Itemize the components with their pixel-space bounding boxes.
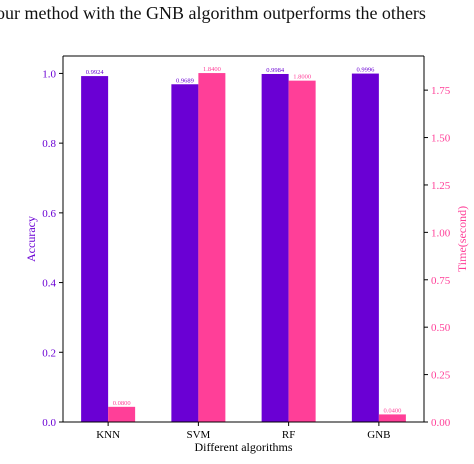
right-tick-label: 1.25: [431, 180, 451, 192]
accuracy-bar-svm: [171, 84, 199, 423]
left-axis-title: Accuracy: [24, 216, 38, 262]
time-label-gnb: 0.0400: [383, 407, 401, 414]
right-tick-label: 0.25: [431, 370, 451, 382]
left-axis-ticks: 0.0 0.2 0.4 0.6 0.8 1.0: [42, 68, 63, 429]
accuracy-bars: [81, 73, 379, 423]
axes: [62, 55, 425, 423]
x-tick-label-gnb: GNB: [367, 429, 390, 441]
x-tick-label-svm: SVM: [186, 429, 210, 441]
accuracy-label-gnb: 0.9996: [356, 67, 375, 74]
data-labels: 0.9924 0.0800 0.9689 1.8400 0.9984 1.8000 0.99…: [86, 66, 402, 414]
right-tick-label: 0.00: [431, 417, 451, 429]
left-tick-label: 0.2: [42, 347, 56, 359]
x-axis-title: Different algorithms: [194, 440, 292, 454]
accuracy-label-knn: 0.9924: [86, 69, 105, 76]
x-tick-label-rf: RF: [282, 429, 295, 441]
time-bar-knn: [108, 406, 136, 422]
time-bar-svm: [198, 73, 226, 423]
time-label-rf: 1.8000: [293, 74, 311, 81]
accuracy-label-rf: 0.9984: [266, 67, 285, 74]
left-tick-label: 0.8: [42, 138, 56, 150]
left-tick-label: 0.6: [42, 208, 56, 220]
right-axis-title: Time(second): [455, 206, 469, 272]
time-label-svm: 1.8400: [203, 66, 221, 73]
accuracy-bar-gnb: [351, 73, 379, 423]
accuracy-bar-rf: [261, 73, 289, 423]
time-bars: [108, 73, 406, 423]
left-tick-label: 0.0: [42, 417, 56, 429]
right-axis-ticks: 0.00 0.25 0.50 0.75 1.00 1.25 1.50 1.75: [424, 85, 451, 429]
right-tick-label: 1.50: [431, 133, 451, 145]
right-tick-label: 1.75: [431, 85, 451, 97]
right-tick-label: 0.50: [431, 322, 451, 334]
time-bar-gnb: [378, 414, 406, 422]
right-tick-label: 0.75: [431, 275, 451, 287]
left-tick-label: 0.4: [42, 278, 56, 290]
time-bar-rf: [288, 80, 316, 423]
figure-caption: our method with the GNB algorithm outper…: [0, 3, 426, 23]
x-tick-label-knn: KNN: [96, 429, 120, 441]
left-tick-label: 1.0: [42, 68, 56, 80]
accuracy-bar-knn: [81, 76, 109, 423]
time-label-knn: 0.0800: [113, 400, 131, 407]
right-tick-label: 1.00: [431, 227, 451, 239]
accuracy-label-svm: 0.9689: [176, 77, 194, 84]
x-axis-ticks: KNN SVM RF GNB: [96, 422, 390, 441]
